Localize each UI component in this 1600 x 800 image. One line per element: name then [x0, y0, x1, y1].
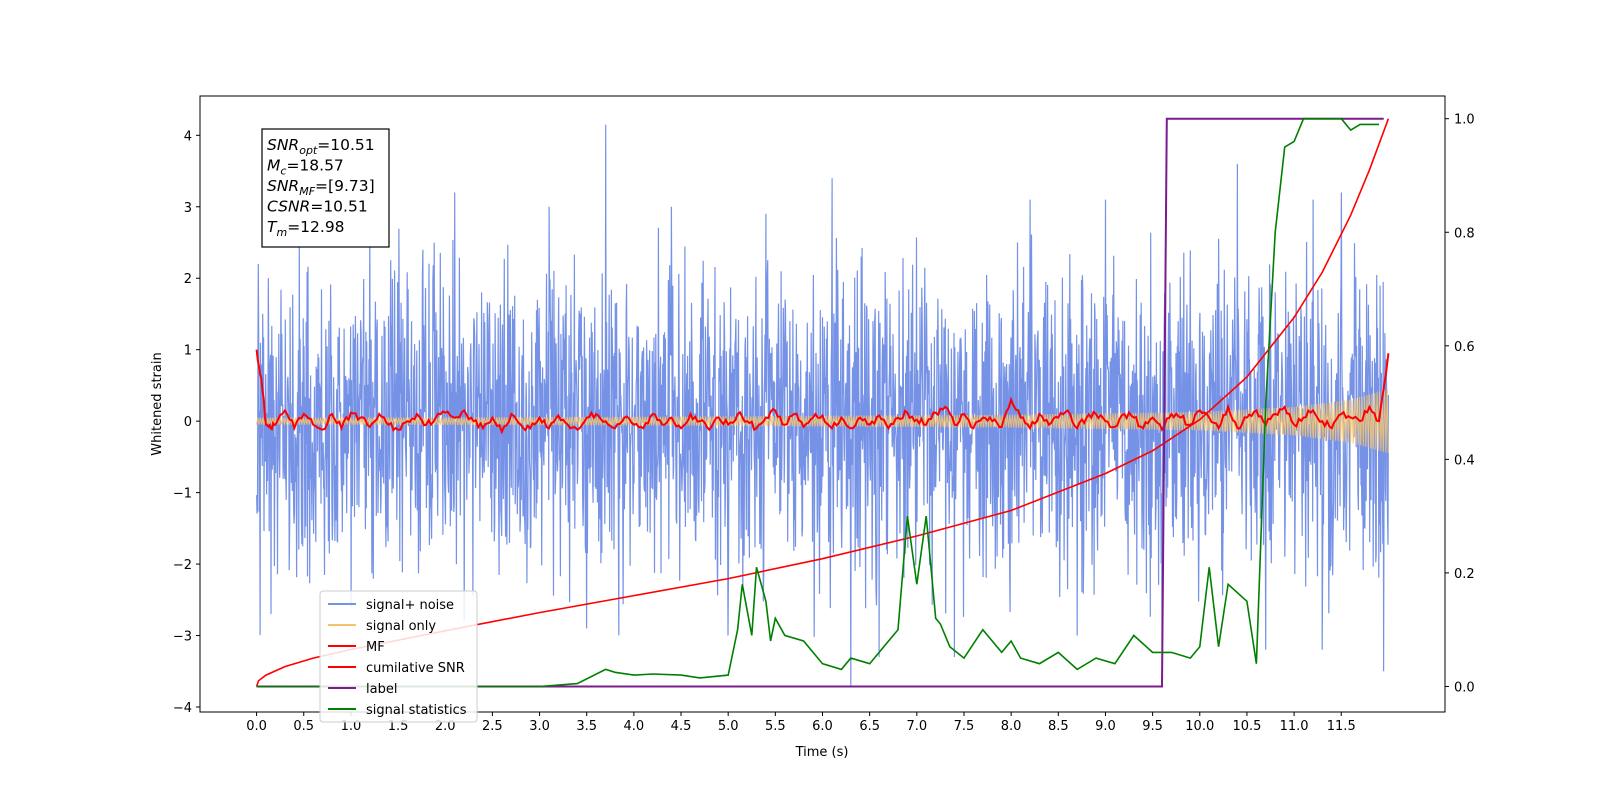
y2-tick-label: 0.4 [1454, 453, 1475, 468]
annotation-line: Mc=18.57 [267, 157, 344, 178]
y-tick-label: 3 [184, 201, 192, 216]
annotation-line: CSNR=10.51 [267, 198, 368, 216]
legend-frame [319, 590, 478, 723]
x-tick-label: 11.5 [1327, 719, 1356, 734]
x-tick-label: 8.0 [1001, 719, 1022, 734]
x-axis-label: Time (s) [795, 745, 849, 760]
legend: signal+ noise signal only MF cumilative SNR… [319, 590, 478, 723]
x-tick-label: 2.0 [435, 719, 456, 734]
legend-label: label [366, 682, 397, 697]
y2-tick-label: 0.8 [1454, 226, 1475, 241]
x-tick-label: 7.5 [954, 719, 975, 734]
annotation-line: SNRopt=10.51 [267, 136, 375, 157]
annotation-box: SNRopt=10.51Mc=18.57SNRMF=[9.73]CSNR=10.… [261, 128, 390, 248]
x-tick-label: 3.0 [529, 719, 550, 734]
series-label [256, 117, 1384, 688]
x-tick-label: 9.0 [1095, 719, 1116, 734]
x-tick-label: 1.5 [388, 719, 409, 734]
y2-tick-label: 0.6 [1454, 340, 1475, 355]
y-axis: 4 3 2 1 0 −1 −2 −3 −4 [173, 129, 200, 716]
y2-tick-label: 1.0 [1454, 113, 1475, 128]
annotation-line: Tm=12.98 [267, 218, 345, 239]
series-signal-statistics [256, 117, 1379, 688]
x-tick-label: 6.5 [859, 719, 880, 734]
y2-axis: 1.0 0.8 0.6 0.4 0.2 0.0 [1445, 113, 1475, 695]
annotation-frame [261, 128, 390, 248]
x-tick-label: 1.0 [341, 719, 362, 734]
y-tick-label: 0 [184, 415, 192, 430]
x-tick-label: 4.5 [671, 719, 692, 734]
x-axis: 0.0 0.5 1.0 1.5 2.0 2.5 3.0 3.5 4.0 4.5 5.0 5.5 6.0 6… [246, 712, 1356, 734]
x-tick-label: 9.5 [1142, 719, 1163, 734]
y-tick-label: 4 [184, 129, 192, 144]
y-tick-label: −3 [173, 630, 192, 645]
series-signal-only [256, 389, 1389, 454]
x-tick-label: 3.5 [576, 719, 597, 734]
y-tick-label: −4 [173, 701, 192, 716]
series-cumulative-snr [255, 118, 1390, 687]
y-tick-label: 1 [184, 344, 192, 359]
x-tick-label: 10.0 [1185, 719, 1214, 734]
x-tick-label: 5.5 [765, 719, 786, 734]
y-tick-label: 2 [184, 272, 192, 287]
legend-label: cumilative SNR [366, 661, 465, 676]
x-tick-label: 5.0 [718, 719, 739, 734]
y-axis-label: Whitened strain [150, 352, 165, 455]
legend-label: signal statistics [366, 703, 467, 718]
legend-label: signal+ noise [366, 598, 454, 613]
x-tick-label: 2.5 [482, 719, 503, 734]
y2-tick-label: 0.0 [1454, 680, 1475, 695]
legend-label: MF [366, 640, 385, 655]
x-tick-label: 10.5 [1232, 719, 1261, 734]
series-layer [255, 117, 1390, 688]
x-tick-label: 6.0 [812, 719, 833, 734]
x-tick-label: 7.0 [906, 719, 927, 734]
x-tick-label: 0.5 [293, 719, 314, 734]
annotation-line: SNRMF=[9.73] [267, 177, 375, 198]
x-tick-label: 8.5 [1048, 719, 1069, 734]
series-signal-noise [256, 124, 1389, 686]
x-tick-label: 11.0 [1280, 719, 1309, 734]
legend-label: signal only [366, 619, 436, 634]
y-tick-label: −2 [173, 558, 192, 573]
x-tick-label: 0.0 [246, 719, 267, 734]
x-tick-label: 4.0 [624, 719, 645, 734]
y2-tick-label: 0.2 [1454, 567, 1475, 582]
y-tick-label: −1 [173, 487, 192, 502]
series-mf [255, 349, 1390, 435]
